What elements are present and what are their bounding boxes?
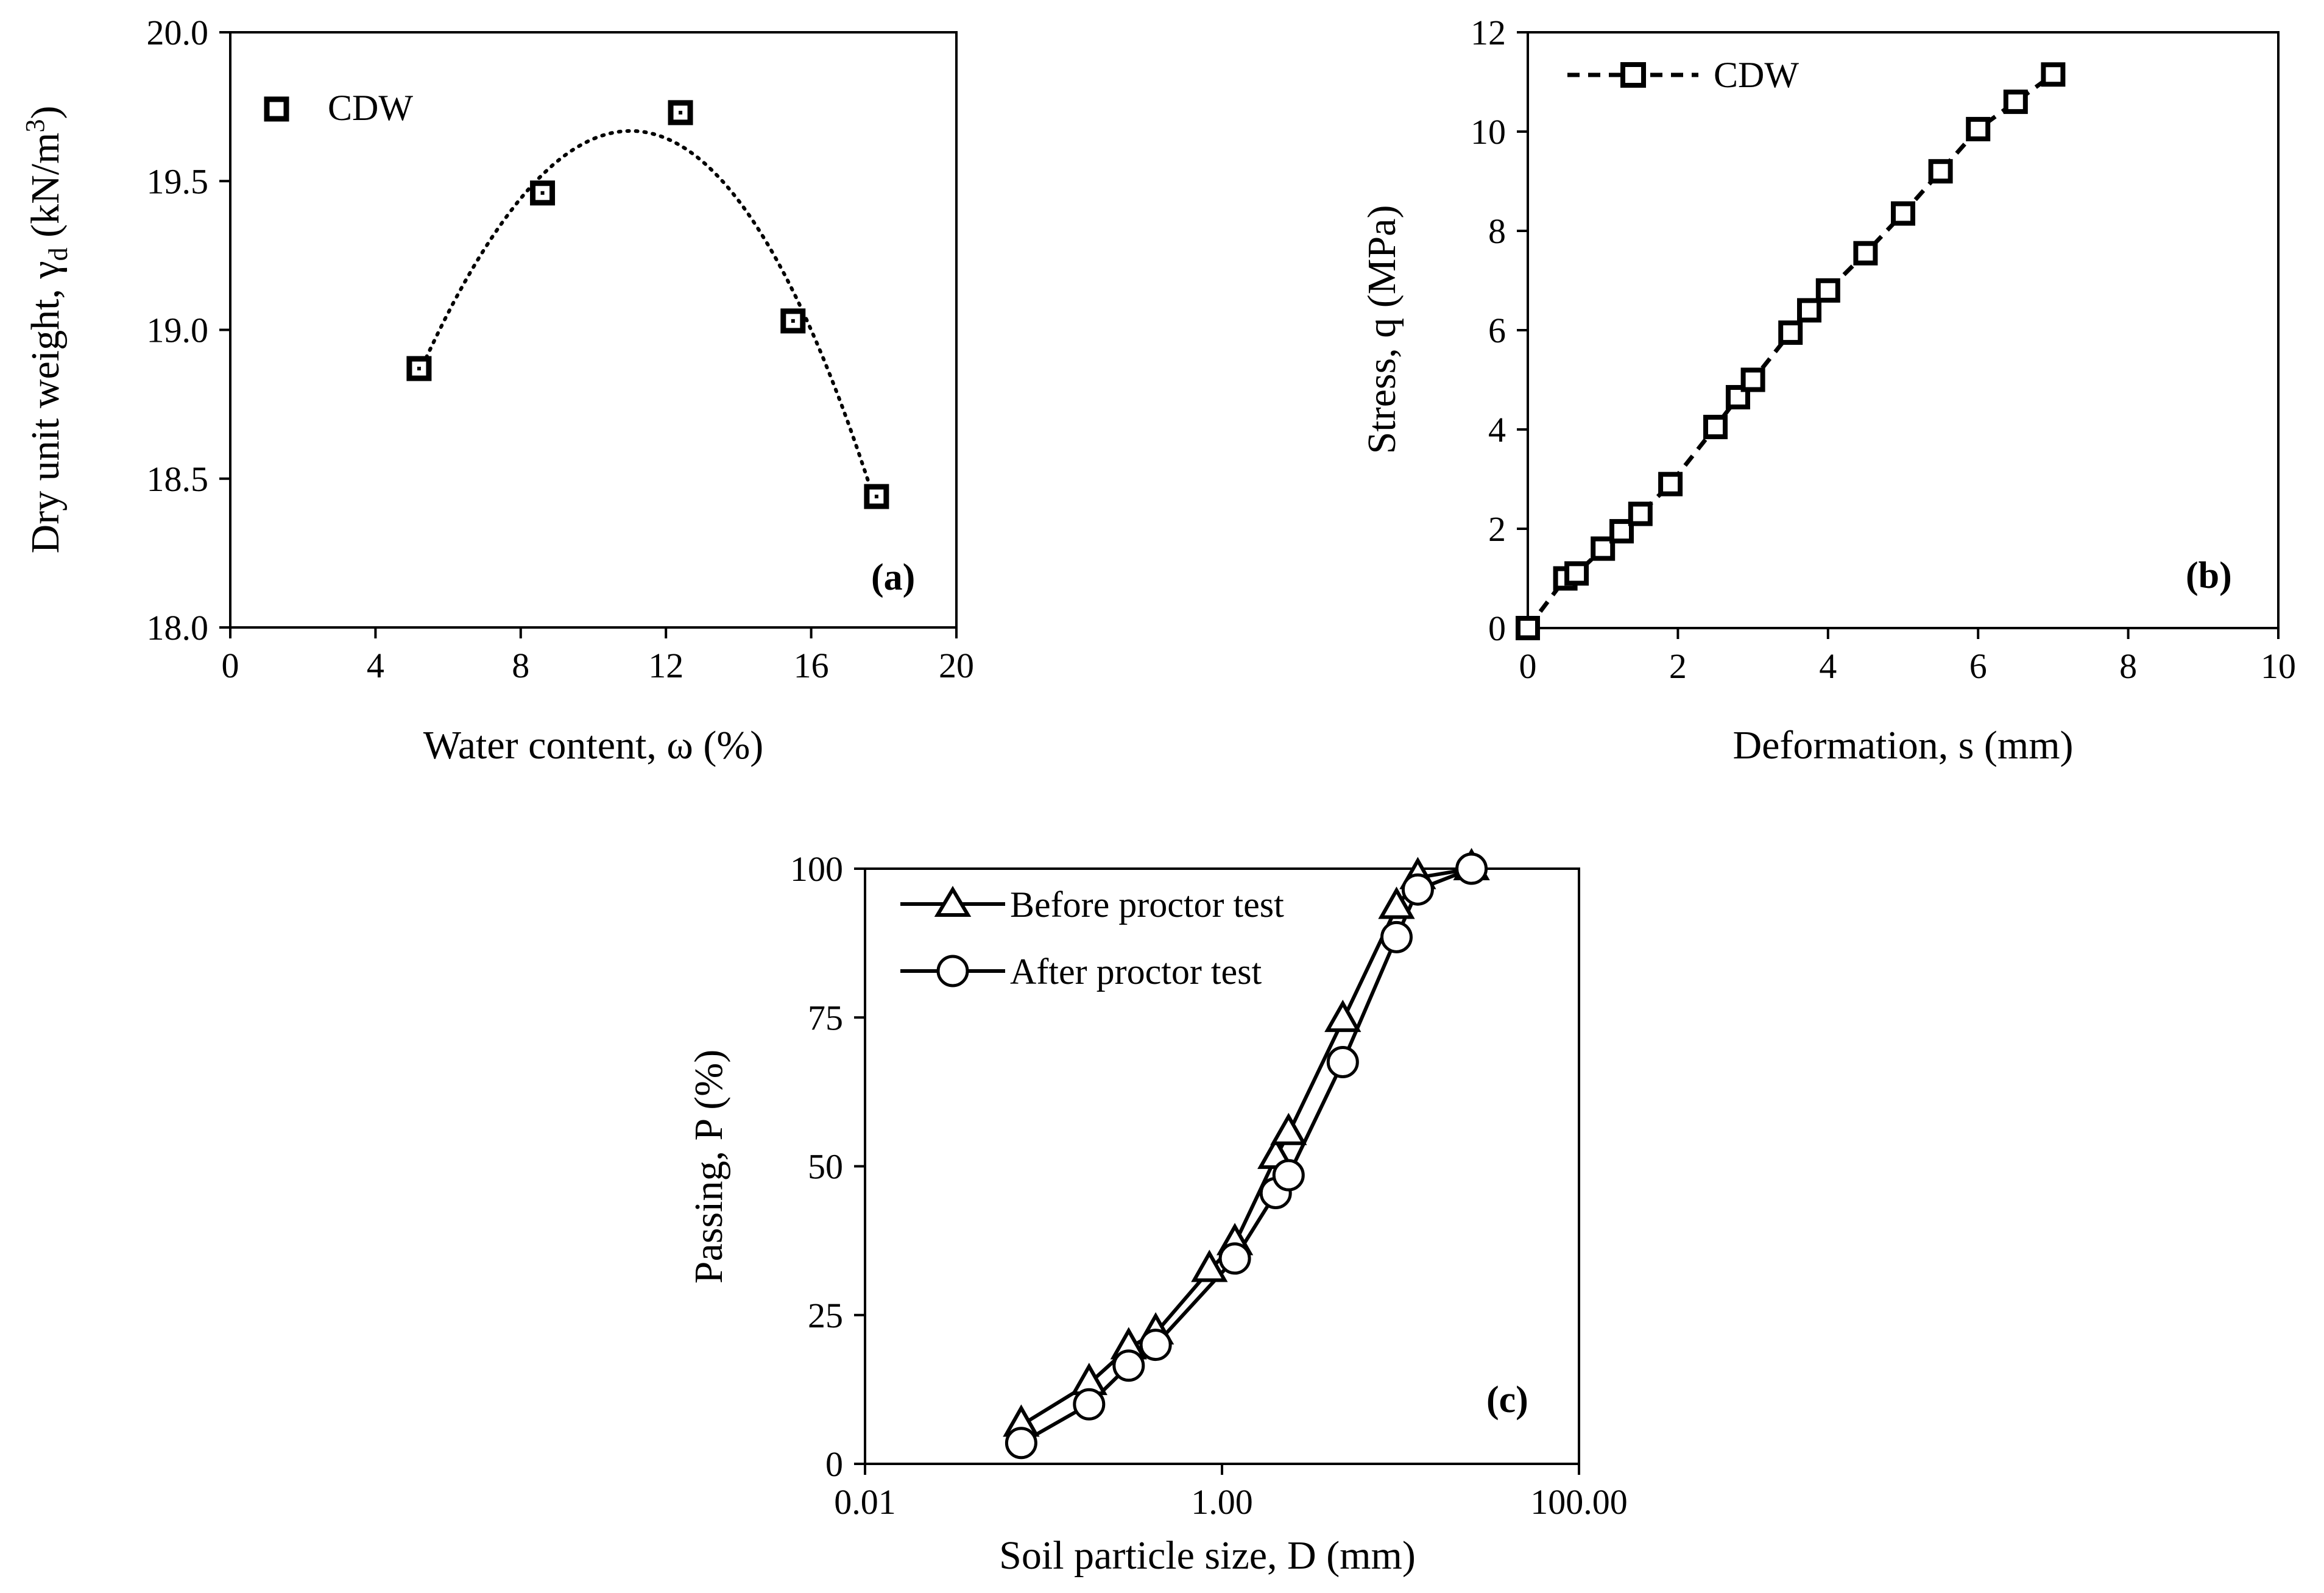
panel-b-point-cdw — [1628, 501, 1653, 526]
panel-a-y-axis-label: Dry unit weight, γd (kN/m3) — [20, 106, 73, 554]
panel-c-point-after — [1401, 873, 1434, 906]
panel-c-x-tick-label: 0.01 — [834, 1482, 896, 1522]
panel-a-legend: CDW — [264, 88, 413, 128]
panel-c-y-axis-label: Passing, P (%) — [687, 1050, 731, 1284]
panel-c-y-tick-label: 25 — [808, 1296, 843, 1335]
panel-c-x-tick-label: 100.00 — [1530, 1482, 1628, 1522]
panel-b-chart: 0 2 4 6 8 10 0 2 4 6 8 10 12 CDW (b) Deformation, s … — [1360, 13, 2296, 768]
panel-b-y-tick-label: 10 — [1471, 112, 1506, 152]
panel-b-x-tick-label: 10 — [2261, 646, 2296, 686]
panel-a-point-cdw-center — [679, 110, 683, 115]
panel-b-x-axis-label: Deformation, s (mm) — [1732, 723, 2073, 768]
panel-b-point-cdw — [1853, 241, 1878, 266]
panel-c-point-after — [1005, 1427, 1037, 1460]
panel-c-y-tick-label: 100 — [790, 849, 843, 889]
panel-b-point-cdw — [1740, 367, 1765, 392]
panel-b-point-cdw — [1703, 414, 1728, 439]
panel-b-y-tick-label: 8 — [1488, 211, 1506, 251]
panel-b-y-tick-label: 2 — [1488, 509, 1506, 549]
panel-c-point-after — [1455, 852, 1488, 885]
panel-b-legend: CDW — [1567, 55, 1799, 95]
panel-a-y-tick-label: 18.5 — [147, 459, 209, 499]
panel-a-x-tick-label: 0 — [222, 646, 239, 685]
panel-c-legend-after-label: After proctor test — [1010, 952, 1262, 992]
panel-c-y-tick-label: 0 — [825, 1444, 843, 1484]
panel-b-point-cdw — [1725, 385, 1750, 410]
panel-c-point-after — [1073, 1388, 1106, 1421]
panel-a-point-cdw — [864, 484, 889, 509]
panel-c-tag: (c) — [1486, 1379, 1528, 1421]
panel-a-trendline — [417, 129, 878, 509]
panel-c-point-after — [1326, 1046, 1359, 1079]
panel-b-y-axis-label: Stress, q (MPa) — [1360, 205, 1404, 454]
panel-b-point-cdw — [1658, 472, 1683, 496]
panel-b-point-cdw — [1966, 116, 1991, 141]
panel-b-legend-label: CDW — [1714, 55, 1799, 95]
panel-a-point-cdw-center — [540, 191, 545, 195]
panel-c-legend-before-label: Before proctor test — [1010, 885, 1284, 925]
panel-b-x-tick-label: 6 — [1969, 646, 1987, 686]
panel-b-y-tick-label: 6 — [1488, 311, 1506, 350]
panel-b-point-cdw — [1815, 278, 1840, 303]
panel-a-y-tick-label: 19.0 — [147, 311, 209, 350]
panel-c-legend: Before proctor test After proctor test — [900, 885, 1284, 992]
panel-c-legend-circle-marker — [936, 955, 969, 987]
panel-b-point-cdw — [1778, 320, 1803, 345]
panel-b-x-tick-label: 4 — [1819, 646, 1837, 686]
panel-a-x-tick-label: 12 — [648, 646, 683, 685]
panel-b-point-cdw — [1564, 561, 1589, 586]
panel-b-x-tick-label: 2 — [1669, 646, 1687, 686]
panel-b-tag: (b) — [2186, 555, 2232, 596]
panel-a-y-tick-label: 18.0 — [147, 608, 209, 648]
panel-b-x-tick-label: 0 — [1519, 646, 1537, 686]
panel-b-y-tick-label: 4 — [1488, 410, 1506, 450]
panel-a-point-cdw — [668, 100, 693, 125]
panel-b-plot-area — [1527, 31, 2280, 629]
panel-a-legend-label: CDW — [328, 88, 413, 128]
panel-b-y-tick-label: 0 — [1488, 609, 1506, 648]
panel-b-point-cdw — [1891, 201, 1915, 226]
panel-b-point-cdw — [1591, 536, 1616, 561]
panel-a-tag: (a) — [871, 557, 915, 598]
panel-a-x-tick-label: 4 — [367, 646, 384, 685]
panel-b-y-tick-label: 12 — [1471, 13, 1506, 52]
panel-a-point-cdw-center — [791, 319, 795, 323]
panel-a-legend-marker — [264, 96, 289, 122]
panel-b-point-cdw — [1609, 519, 1634, 544]
panel-c-y-tick-label: 50 — [808, 1147, 843, 1187]
panel-a-x-tick-label: 16 — [794, 646, 829, 685]
panel-c-chart: 0.01 1.00 100.00 0 25 50 75 100 Before proctor … — [687, 847, 1628, 1578]
panel-b-point-cdw — [1516, 616, 1540, 640]
panel-c-point-after — [1112, 1349, 1145, 1382]
panel-a-x-tick-label: 20 — [939, 646, 974, 685]
panel-b-point-cdw — [2003, 90, 2028, 115]
panel-a-point-cdw-center — [417, 367, 421, 371]
panel-b-point-cdw — [1797, 298, 1821, 323]
panel-b-x-tick-label: 8 — [2119, 646, 2137, 686]
panel-c-x-tick-label: 1.00 — [1191, 1482, 1253, 1522]
panel-a-y-tick-label: 19.5 — [147, 161, 209, 201]
panel-a-point-cdw-center — [874, 495, 878, 499]
panel-c-point-after — [1218, 1242, 1251, 1275]
panel-c-point-before — [1270, 1112, 1307, 1145]
panel-a-chart: 0 4 8 12 16 20 18.0 18.5 19.0 19.5 20.0 CDW (a) Wa… — [20, 13, 974, 768]
panel-c-point-after — [1380, 920, 1413, 953]
panel-a-x-tick-label: 8 — [512, 646, 529, 685]
panel-c-y-tick-label: 75 — [808, 998, 843, 1037]
panel-a-y-tick-label: 20.0 — [147, 13, 209, 52]
panel-c-point-before — [1378, 886, 1415, 919]
panel-c-legend-triangle-marker — [934, 886, 972, 917]
panel-c-point-after — [1139, 1329, 1172, 1362]
panel-c-point-before — [1324, 1000, 1362, 1033]
panel-a-x-axis-label: Water content, ω (%) — [423, 723, 764, 768]
panel-c-point-after — [1272, 1159, 1305, 1192]
panel-b-point-cdw — [2041, 62, 2066, 87]
panel-c-x-axis-label: Soil particle size, D (mm) — [999, 1533, 1416, 1578]
panel-b-legend-marker — [1620, 62, 1646, 88]
panel-c-point-before — [1191, 1249, 1228, 1282]
panel-b-point-cdw — [1928, 159, 1953, 184]
